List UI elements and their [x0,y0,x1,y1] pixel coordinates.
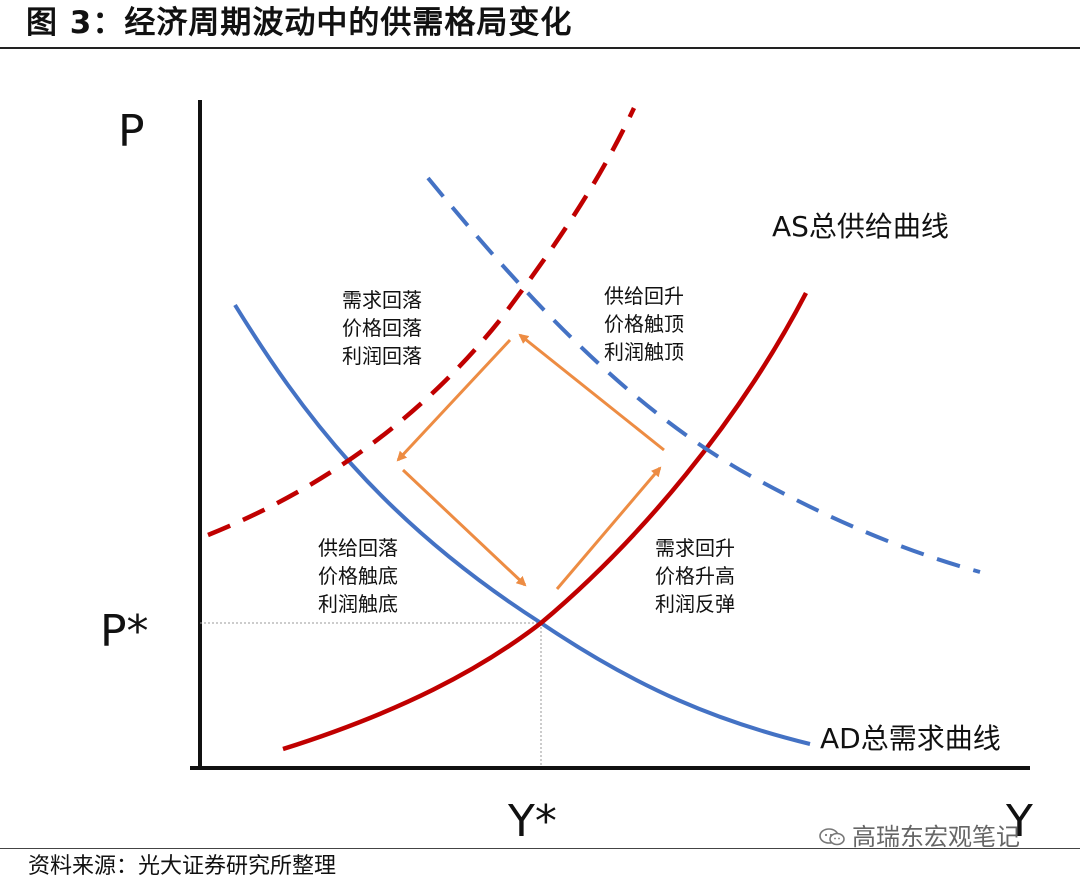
arrow-right-to-top [518,333,665,452]
as-curve [282,291,808,752]
p-star-label: P* [100,606,149,657]
ad-shifted-curve [426,176,981,574]
footer-divider [0,848,1080,849]
phase-bottom-right-line-1: 需求回升 [655,536,735,560]
watermark: 高瑞东宏观笔记 [818,820,1020,854]
phase-bottom-left-line-1: 供给回落 [318,536,398,560]
as-curve-label: AS总供给曲线 [772,210,949,243]
arrow-bottom-to-right [555,466,662,590]
phase-bottom-left-line-3: 利润触底 [318,592,398,616]
phase-bottom-left-line-2: 价格触底 [318,564,398,588]
as-shifted-curve [207,107,637,538]
title-divider [0,47,1080,49]
wechat-icon [819,828,845,846]
arrow-top-to-left [396,338,512,462]
phase-bottom-right-line-2: 价格升高 [655,564,735,588]
arrow-left-to-bottom [401,468,527,587]
ad-curve-label: AD总需求曲线 [820,722,1001,755]
phase-top-left-line-3: 利润回落 [342,344,422,368]
figure-title: 图 3：经济周期波动中的供需格局变化 [26,5,573,41]
phase-top-right-line-3: 利润触顶 [604,340,684,364]
phase-bottom-right-line-3: 利润反弹 [655,592,735,616]
phase-top-right-line-2: 价格触顶 [604,312,684,336]
phase-top-left-line-1: 需求回落 [342,288,422,312]
y-star-label: Y* [507,796,557,847]
phase-top-right-line-1: 供给回升 [604,284,684,308]
ad-curve [233,303,811,746]
y-axis-label: P [118,106,145,157]
phase-top-left-line-2: 价格回落 [342,316,422,340]
source-note: 资料来源：光大证券研究所整理 [28,854,337,879]
x-axis-label: Y [1005,796,1033,847]
watermark-text: 高瑞东宏观笔记 [852,823,1020,851]
